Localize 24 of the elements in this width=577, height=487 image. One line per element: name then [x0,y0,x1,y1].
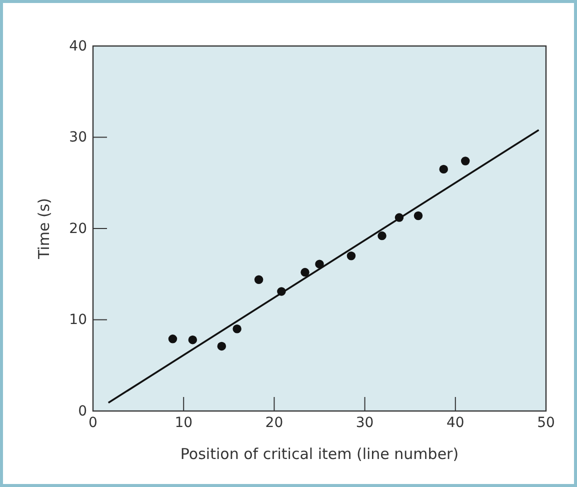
x-tick-label: 20 [265,414,284,431]
y-tick-label: 10 [69,312,87,328]
point [414,211,423,220]
point [460,156,470,166]
x-tick-label: 10 [174,414,193,431]
y-tick-label: 30 [69,130,87,146]
y-tick-label: 20 [69,220,87,237]
point [346,252,356,260]
point [168,334,178,344]
x-axis-title: Position of critical item (line number) [180,445,459,463]
point [232,324,242,334]
x-tick-label: 30 [356,414,374,431]
x-tick-label: 0 [88,414,98,431]
x-tick-label: 40 [446,414,464,431]
y-tick-label: 0 [78,403,87,420]
point [300,268,310,277]
point [188,335,198,344]
point [439,164,448,174]
point [254,275,264,284]
x-tick-label: 50 [537,414,555,431]
y-axis-title: Time (s) [35,198,53,260]
y-tick-label: 40 [69,38,87,54]
point [378,231,386,240]
point [217,342,226,351]
